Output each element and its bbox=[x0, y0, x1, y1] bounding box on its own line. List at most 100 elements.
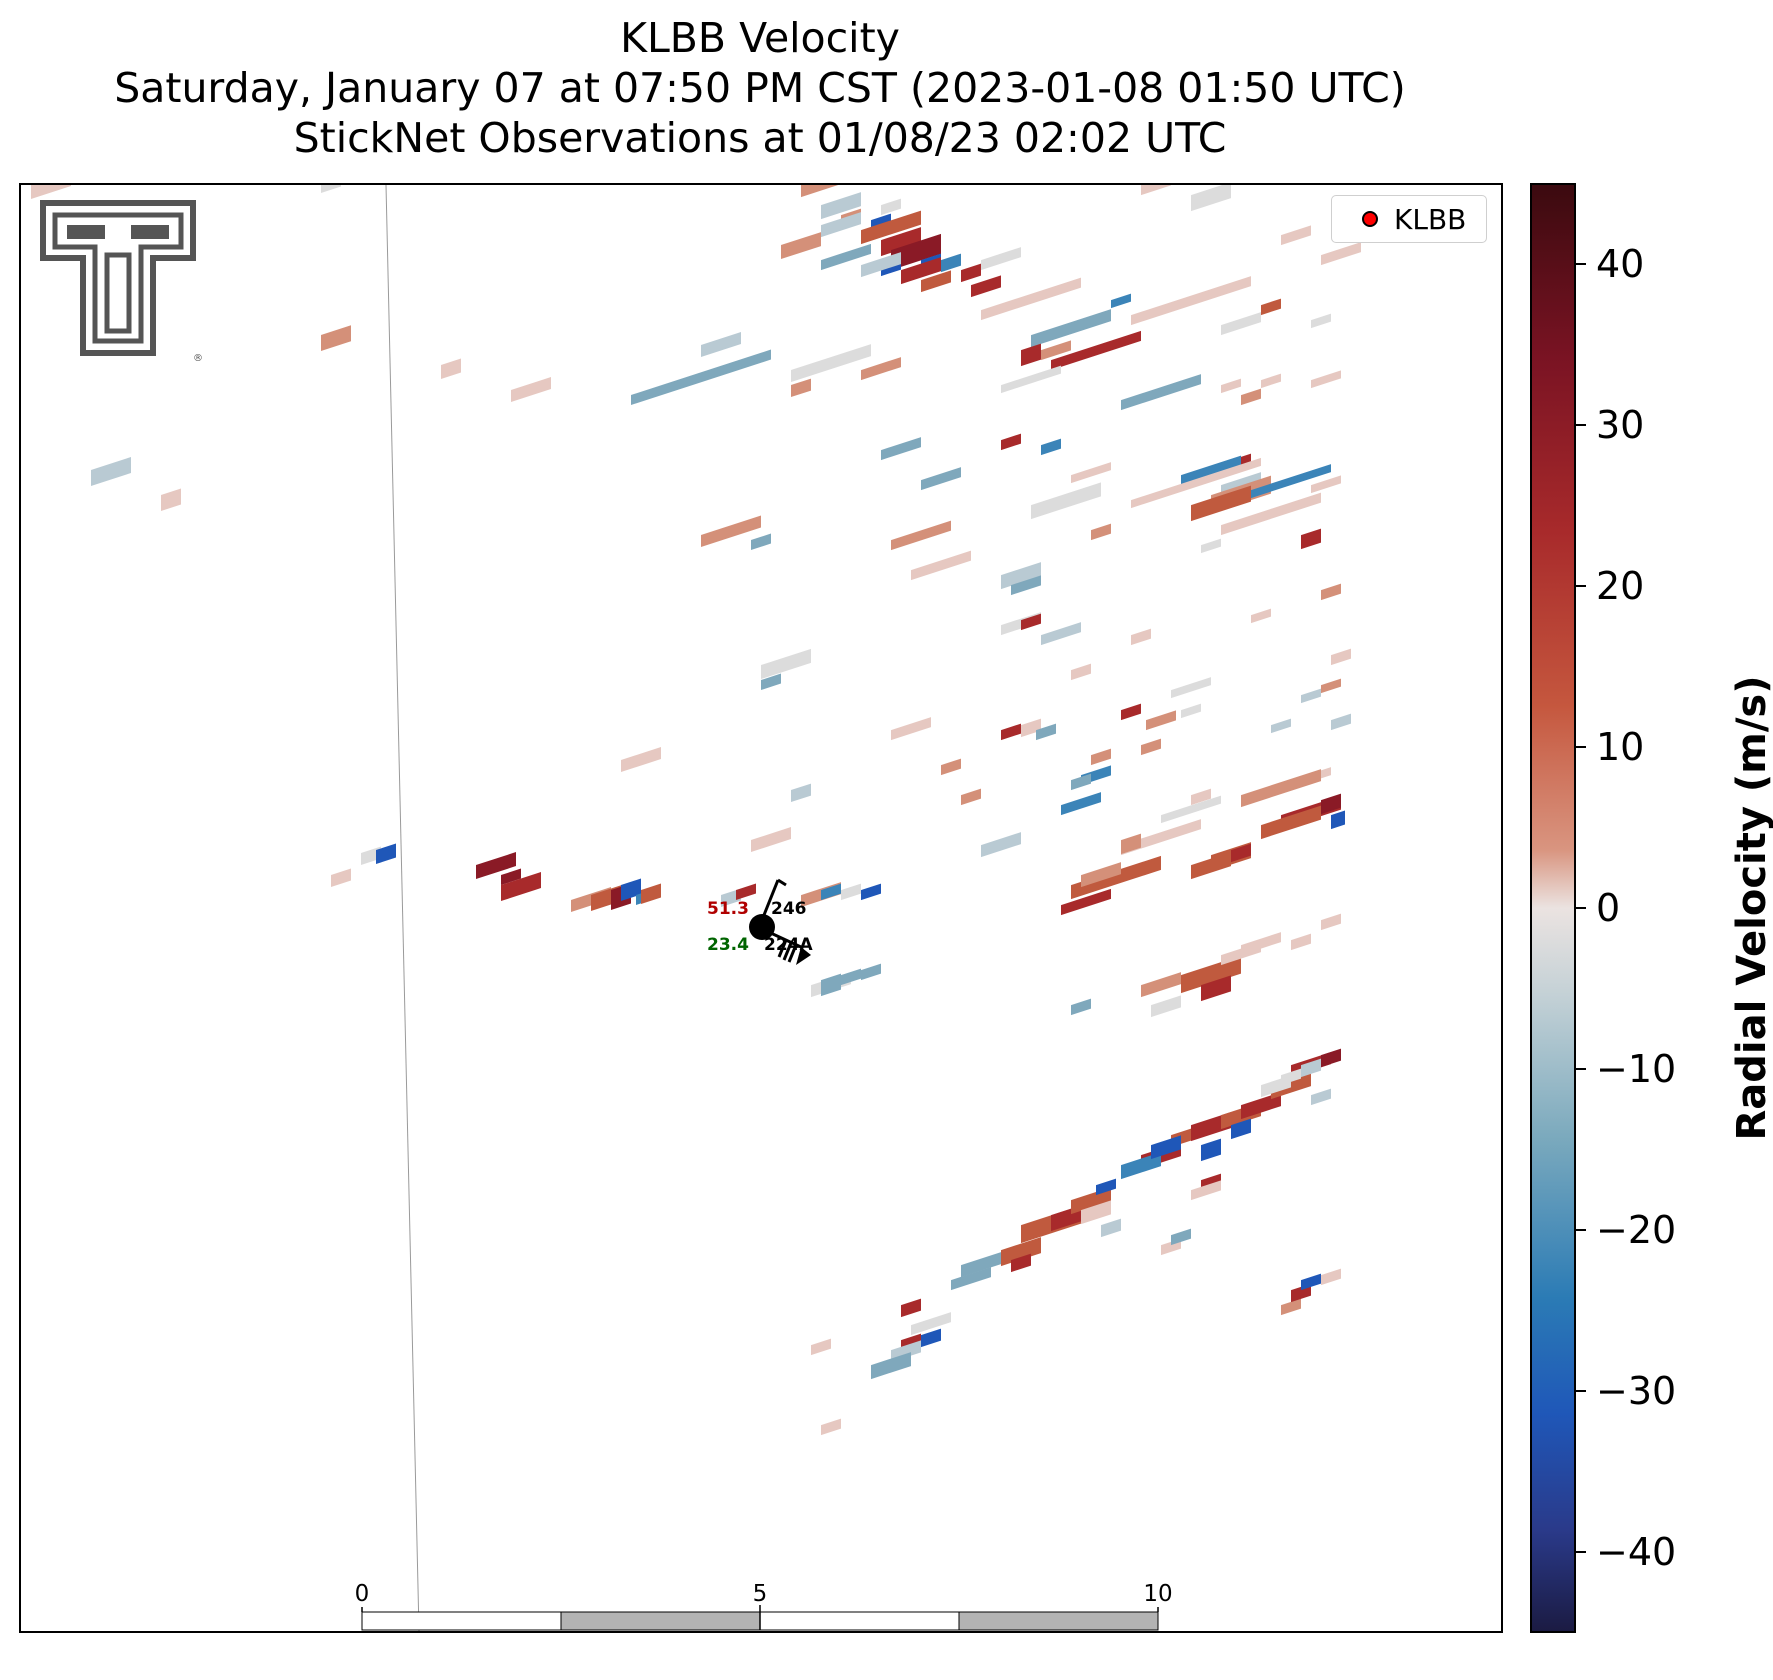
velocity-pixel bbox=[1151, 995, 1181, 1018]
scale-tick-10: 10 bbox=[1143, 1581, 1172, 1607]
velocity-pixel bbox=[1221, 378, 1241, 394]
colorbar-tick-label: 20 bbox=[1596, 563, 1645, 608]
colorbar-tick-mark bbox=[1576, 745, 1586, 748]
velocity-pixel bbox=[1096, 1178, 1116, 1196]
velocity-pixel bbox=[1181, 703, 1201, 719]
velocity-pixel bbox=[1321, 583, 1341, 601]
title-line-2: Saturday, January 07 at 07:50 PM CST (20… bbox=[114, 64, 1406, 112]
velocity-pixel bbox=[941, 253, 961, 273]
velocity-pixel bbox=[821, 973, 841, 997]
velocity-pixel bbox=[1121, 703, 1141, 721]
velocity-pixel bbox=[861, 252, 901, 278]
velocity-pixel bbox=[1071, 663, 1091, 681]
velocity-pixel bbox=[751, 827, 791, 853]
velocity-pixel bbox=[1241, 388, 1261, 406]
velocity-pixel bbox=[781, 232, 821, 260]
colorbar-tick-label: 40 bbox=[1596, 241, 1645, 286]
velocity-pixel bbox=[1011, 575, 1041, 596]
velocity-pixel bbox=[791, 378, 811, 398]
velocity-pixel bbox=[1091, 748, 1111, 766]
velocity-pixel bbox=[981, 832, 1021, 858]
velocity-pixel bbox=[641, 883, 661, 905]
station-dot-icon bbox=[749, 914, 775, 940]
velocity-pixel bbox=[1321, 793, 1341, 815]
velocity-pixel bbox=[1181, 455, 1241, 486]
velocity-pixel bbox=[501, 868, 521, 886]
velocity-pixel bbox=[961, 263, 981, 283]
velocity-pixel bbox=[871, 1352, 911, 1380]
velocity-pixel bbox=[701, 332, 741, 358]
velocity-pixel bbox=[791, 783, 811, 803]
velocity-pixel bbox=[1251, 608, 1271, 624]
velocity-pixel bbox=[811, 1338, 831, 1356]
velocity-pixel bbox=[1191, 1180, 1221, 1201]
velocity-pixel bbox=[1321, 242, 1361, 266]
colorbar-title: Radial Velocity (m/s) bbox=[1729, 675, 1773, 1141]
wind-pennant-icon bbox=[796, 947, 811, 965]
velocity-pixel bbox=[1071, 462, 1111, 484]
colorbar-tick-mark bbox=[1576, 907, 1586, 909]
velocity-pixel bbox=[1301, 1273, 1321, 1291]
velocity-pixel bbox=[821, 192, 861, 220]
velocity-pixel bbox=[861, 963, 881, 981]
velocity-pixel bbox=[1141, 185, 1171, 196]
velocity-pixel bbox=[511, 377, 551, 403]
velocity-pixel bbox=[1071, 855, 1161, 900]
velocity-pixel bbox=[1001, 562, 1041, 590]
station-temperature: 51.3 bbox=[707, 899, 749, 919]
velocity-pixel bbox=[1181, 955, 1241, 994]
velocity-pixel bbox=[1281, 1298, 1301, 1316]
velocity-pixel bbox=[821, 243, 871, 271]
velocity-pixels bbox=[31, 185, 1361, 1436]
velocity-pixel bbox=[891, 717, 931, 741]
velocity-pixel bbox=[1071, 773, 1091, 791]
station-id-top: 246 bbox=[771, 899, 807, 919]
velocity-pixel bbox=[801, 185, 861, 198]
radar-map-canvas: ® 51.3 246 23.4 224A 0 5 bbox=[31, 185, 1361, 1631]
velocity-pixel bbox=[1131, 457, 1261, 509]
velocity-pixel bbox=[701, 515, 761, 548]
velocity-pixel bbox=[376, 843, 396, 865]
sticknet-station: 51.3 246 23.4 224A bbox=[707, 878, 813, 965]
velocity-pixel bbox=[1031, 309, 1111, 348]
velocity-pixel bbox=[911, 1312, 951, 1336]
velocity-pixel bbox=[321, 185, 341, 194]
title-line-1: KLBB Velocity bbox=[620, 14, 900, 62]
radar-map[interactable]: ® 51.3 246 23.4 224A 0 5 bbox=[19, 183, 1503, 1633]
velocity-pixel bbox=[861, 210, 921, 245]
velocity-pixel bbox=[841, 968, 861, 986]
velocity-pixel bbox=[891, 233, 941, 271]
velocity-pixel bbox=[1261, 805, 1321, 840]
velocity-pixel bbox=[941, 758, 961, 776]
scale-tick-0: 0 bbox=[355, 1581, 370, 1607]
velocity-pixel bbox=[1311, 313, 1331, 329]
velocity-pixel bbox=[161, 488, 181, 512]
velocity-pixel bbox=[1201, 538, 1221, 554]
velocity-pixel bbox=[1021, 613, 1041, 631]
velocity-pixel bbox=[31, 185, 71, 200]
velocity-pixel bbox=[1121, 374, 1201, 411]
klbb-marker-icon bbox=[1362, 211, 1378, 227]
velocity-pixel bbox=[971, 275, 1001, 298]
colorbar-tick-label: 30 bbox=[1596, 402, 1645, 447]
velocity-pixel bbox=[1311, 1088, 1331, 1106]
velocity-pixel bbox=[1191, 788, 1211, 806]
colorbar-tick-label: −10 bbox=[1596, 1047, 1677, 1092]
velocity-pixel bbox=[881, 437, 921, 461]
velocity-pixel bbox=[1231, 1118, 1251, 1140]
velocity-pixel bbox=[1321, 678, 1341, 694]
velocity-pixel bbox=[881, 227, 921, 257]
velocity-pixel bbox=[1001, 365, 1061, 394]
velocity-pixel bbox=[901, 1298, 921, 1318]
velocity-pixel bbox=[1001, 723, 1021, 741]
velocity-pixel bbox=[1131, 628, 1151, 646]
velocity-pixel bbox=[1191, 185, 1231, 212]
velocity-pixel bbox=[1271, 718, 1291, 734]
velocity-pixel bbox=[761, 673, 781, 691]
velocity-pixel bbox=[1011, 1253, 1031, 1273]
colorbar-tick-mark bbox=[1576, 584, 1586, 587]
colorbar-tick-mark bbox=[1576, 1390, 1586, 1393]
velocity-pixel bbox=[1031, 482, 1101, 520]
velocity-pixel bbox=[751, 533, 771, 551]
velocity-pixel bbox=[331, 868, 351, 888]
